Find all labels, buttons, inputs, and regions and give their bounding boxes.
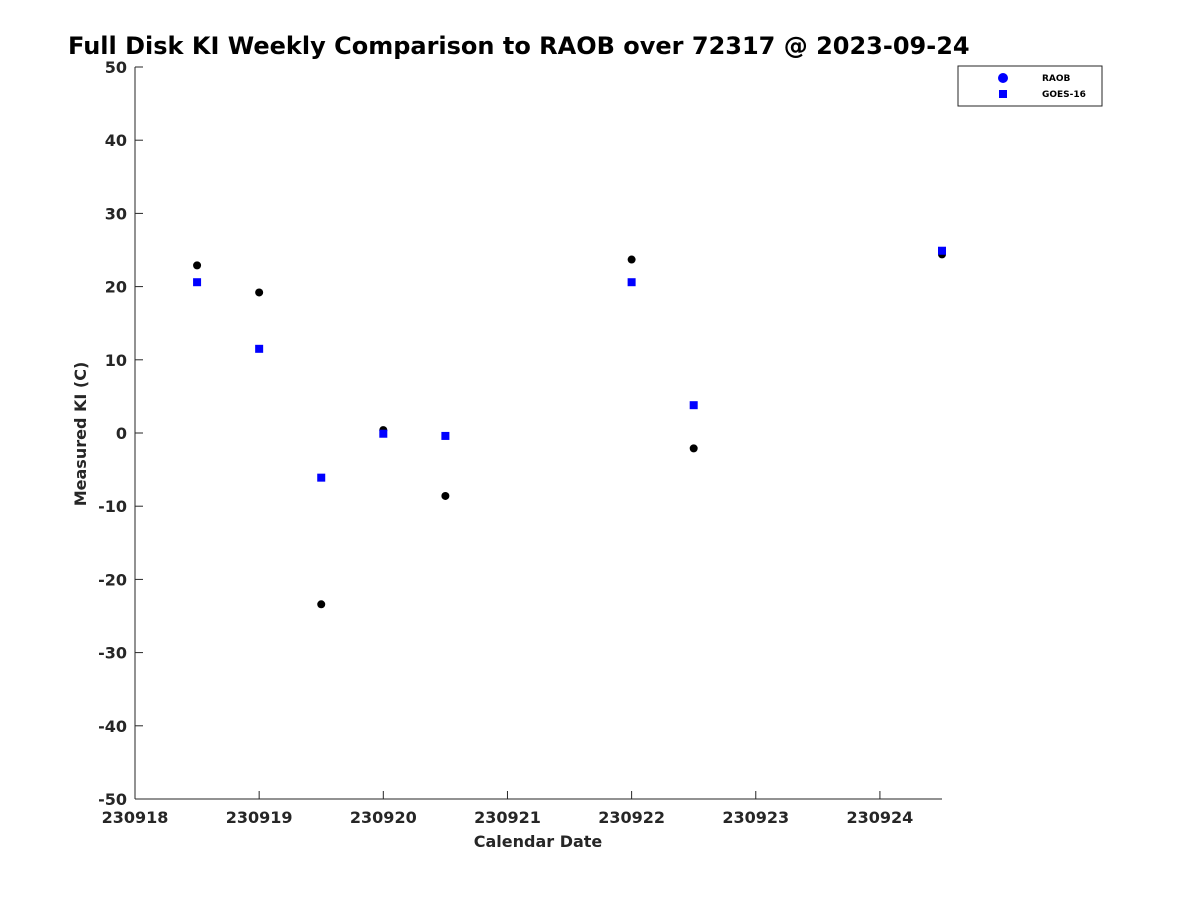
y-axis-label: Measured KI (C): [71, 362, 90, 507]
chart-title: Full Disk KI Weekly Comparison to RAOB o…: [68, 32, 970, 60]
legend-entry: GOES-16: [1042, 90, 1086, 100]
y-tick-label: -30: [98, 644, 127, 663]
x-tick-label: 230919: [226, 808, 293, 827]
x-tick-label: 230918: [102, 808, 169, 827]
y-tick-label: 0: [116, 424, 127, 443]
y-tick-label: -10: [98, 497, 127, 516]
y-tick-label: -50: [98, 790, 127, 809]
goes-16-point: [689, 401, 698, 410]
legend-box: [957, 65, 1103, 107]
x-tick-label: 230920: [350, 808, 417, 827]
raob-point: [317, 600, 326, 609]
goes-16-point: [317, 473, 326, 482]
legend-entry: RAOB: [1042, 74, 1071, 84]
x-tick-label: 230924: [847, 808, 914, 827]
x-tick-label: 230923: [722, 808, 789, 827]
x-axis-label: Calendar Date: [474, 832, 603, 851]
y-tick-label: 20: [105, 278, 127, 297]
plot-area: -50 -40 -30 -20 -10 0 10 20 30 40 50 230918 230919 23…: [98, 58, 946, 827]
raob-point: [689, 444, 698, 453]
y-tick-label: -40: [98, 717, 127, 736]
goes-16-point: [379, 429, 388, 438]
goes-16-point: [441, 431, 450, 440]
x-tick-label: 230922: [598, 808, 665, 827]
goes-16-point: [255, 344, 264, 353]
raob-point: [193, 261, 202, 270]
y-tick-label: 50: [105, 58, 127, 77]
y-tick-label: -20: [98, 570, 127, 589]
raob-point: [441, 491, 450, 500]
legend: RAOB GOES-16: [957, 65, 1103, 107]
y-tick-label: 10: [105, 351, 127, 370]
x-tick-label: 230921: [474, 808, 541, 827]
goes-16-point: [193, 278, 202, 287]
legend-marker-raob: [998, 73, 1008, 83]
y-tick-label: 30: [105, 204, 127, 223]
legend-marker-goes-16: [999, 90, 1007, 98]
raob-point: [255, 288, 264, 297]
goes-16-point: [938, 246, 946, 255]
goes-16-point: [627, 278, 636, 287]
y-tick-label: 40: [105, 131, 127, 150]
raob-point: [627, 255, 636, 264]
